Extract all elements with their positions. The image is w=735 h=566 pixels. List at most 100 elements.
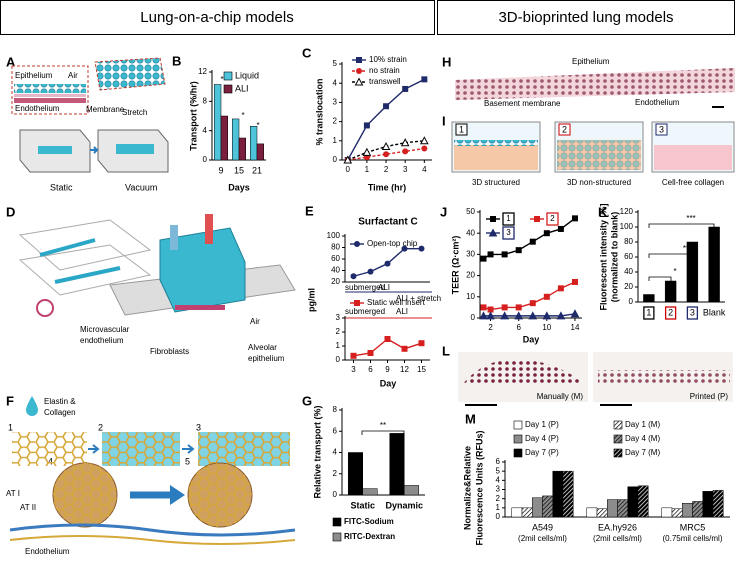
caption: 3D non-structured <box>567 178 631 187</box>
label: Endothelium <box>25 547 70 556</box>
bar <box>214 84 222 161</box>
marker <box>501 251 508 258</box>
scaffold <box>12 432 87 466</box>
y-axis-label: Transport (%/hr) <box>188 81 198 151</box>
legend-swatch <box>332 532 342 542</box>
bar <box>389 433 405 496</box>
y-tick-label: 2 <box>336 327 341 336</box>
membrane <box>9 535 296 545</box>
legend-label: Day 1 (M) <box>625 420 660 429</box>
legend-label: Day 7 (M) <box>625 448 660 457</box>
y-tick-label: 80 <box>331 243 340 252</box>
x-tick-label: 6 <box>368 365 373 374</box>
x-tick-label: 9 <box>385 365 390 374</box>
y-tick-label: 3 <box>496 485 501 494</box>
marker <box>367 268 374 275</box>
marker <box>350 352 357 359</box>
x-tick-label: 10 <box>542 323 551 332</box>
x-axis-label: Days <box>228 182 250 192</box>
annotation: ALI + stretch <box>396 294 441 303</box>
bar <box>238 137 246 161</box>
legend-label: no strain <box>369 66 400 75</box>
scaffold-zoom <box>53 463 117 527</box>
bar <box>250 126 258 161</box>
x-tick-label: 14 <box>571 323 580 332</box>
inlet <box>205 214 213 244</box>
box-label <box>455 123 468 136</box>
marker <box>500 311 509 320</box>
marker <box>556 311 566 320</box>
annotation: ** <box>380 421 386 430</box>
label: Endothelium <box>635 98 680 107</box>
label: Printed (P) <box>690 392 729 401</box>
y-tick-label: 4 <box>203 126 208 135</box>
marker <box>487 306 494 313</box>
header-title: 3D-bioprinted lung models <box>498 9 673 26</box>
annotation: submerged <box>345 307 385 316</box>
x-axis-label: Day <box>523 334 540 344</box>
label: Endothelium <box>15 104 60 113</box>
marker <box>401 345 408 352</box>
legend-label: 1 <box>506 214 511 223</box>
y-tick-label: 20 <box>624 282 633 291</box>
marker <box>529 300 536 307</box>
annotation: ALI <box>396 307 408 316</box>
scaffold-zoom <box>188 463 252 527</box>
marker <box>529 238 536 245</box>
marker <box>557 285 564 292</box>
device-layers <box>18 219 152 296</box>
y-tick-label: 10 <box>466 292 475 301</box>
marker <box>487 251 494 258</box>
bar <box>586 507 598 518</box>
bar <box>682 503 693 518</box>
y-axis-label: pg/ml <box>306 288 316 312</box>
scale-bar <box>712 106 724 108</box>
bar <box>521 507 533 518</box>
marker <box>354 241 360 247</box>
marker <box>343 155 353 164</box>
marker <box>570 309 580 318</box>
arrow <box>90 146 99 154</box>
caption: 3D structured <box>472 178 520 187</box>
panel-letter: G <box>302 393 312 408</box>
stretch-inset <box>94 57 166 91</box>
header-title: Lung-on-a-chip models <box>140 9 293 26</box>
marker <box>402 148 409 155</box>
endothelium-layer <box>14 98 86 103</box>
y-tick-label: 12 <box>198 67 207 76</box>
y-axis-label: TEER (Ω·cm²) <box>450 236 460 295</box>
bar <box>702 491 714 518</box>
bar <box>232 118 240 161</box>
y-tick-label: 0 <box>496 512 501 521</box>
arrow <box>170 485 185 505</box>
marker <box>486 311 495 320</box>
box-label: 3 <box>659 124 664 134</box>
marker <box>543 230 550 237</box>
x-tick-sublabel: (2mil cells/ml) <box>593 534 642 543</box>
marker <box>421 76 428 83</box>
bar <box>607 499 618 518</box>
panel-letter: A <box>6 54 16 69</box>
y-tick-label: 0 <box>336 355 341 364</box>
y-tick-label: 8 <box>203 96 208 105</box>
category-box <box>664 306 677 320</box>
panel-letter: C <box>302 45 312 60</box>
legend-label: Day 1 (P) <box>525 420 559 429</box>
x-tick-label: 21 <box>252 165 262 175</box>
tissue-image <box>462 358 585 385</box>
scaffold <box>198 432 290 466</box>
marker <box>480 255 487 262</box>
panel-letter: M <box>465 411 476 426</box>
y-tick-label: 6 <box>333 426 338 435</box>
y-axis-label: Relative transport (%) <box>312 405 322 498</box>
bar <box>627 486 639 518</box>
panel-letter: J <box>440 204 447 219</box>
annotation: * <box>220 75 223 84</box>
marker <box>421 145 428 152</box>
marker <box>402 85 409 92</box>
marker <box>363 122 370 129</box>
legend-label: 10% strain <box>369 55 407 64</box>
x-tick-label: Blank <box>703 307 726 317</box>
panel-letter: H <box>442 54 451 69</box>
legend-swatch <box>613 434 623 444</box>
